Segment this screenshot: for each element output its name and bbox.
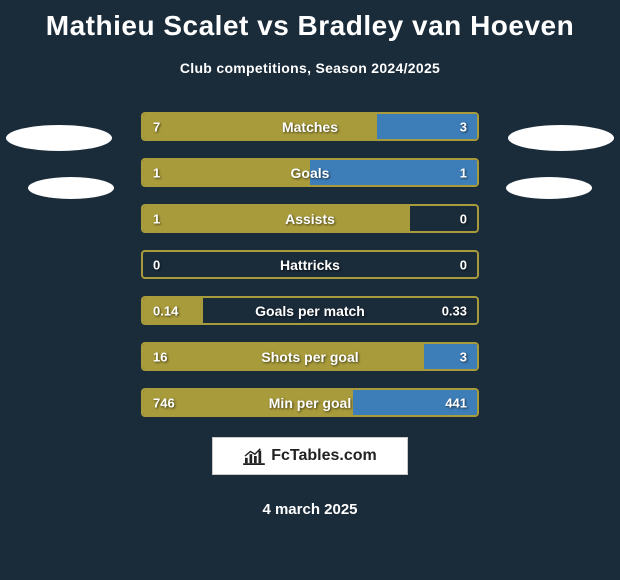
stat-value-right: 0	[460, 211, 467, 226]
stat-value-right: 441	[445, 395, 467, 410]
source-badge-text: FcTables.com	[271, 447, 377, 465]
stat-value-left: 1	[153, 165, 160, 180]
bar-left	[143, 160, 310, 185]
bar-left	[143, 114, 377, 139]
subtitle: Club competitions, Season 2024/2025	[0, 60, 620, 76]
stat-value-right: 0	[460, 257, 467, 272]
stat-row: Shots per goal 16 3	[0, 342, 620, 371]
stat-label: Matches	[282, 119, 338, 135]
bar-right	[424, 344, 477, 369]
stat-row: Matches 7 3	[0, 112, 620, 141]
bar-right	[310, 160, 477, 185]
stat-value-left: 0.14	[153, 303, 178, 318]
stat-row: Goals per match 0.14 0.33	[0, 296, 620, 325]
stat-value-right: 1	[460, 165, 467, 180]
bar-container: Goals 1 1	[141, 158, 479, 187]
stat-row: Hattricks 0 0	[0, 250, 620, 279]
stat-row: Min per goal 746 441	[0, 388, 620, 417]
bar-container: Hattricks 0 0	[141, 250, 479, 279]
bar-container: Goals per match 0.14 0.33	[141, 296, 479, 325]
stat-label: Assists	[285, 211, 335, 227]
bar-container: Assists 1 0	[141, 204, 479, 233]
stat-value-left: 746	[153, 395, 175, 410]
stat-label: Goals per match	[255, 303, 365, 319]
stat-value-left: 16	[153, 349, 167, 364]
page-title: Mathieu Scalet vs Bradley van Hoeven	[0, 0, 620, 42]
stat-row: Assists 1 0	[0, 204, 620, 233]
stat-value-right: 3	[460, 119, 467, 134]
bar-container: Min per goal 746 441	[141, 388, 479, 417]
bar-container: Shots per goal 16 3	[141, 342, 479, 371]
stat-label: Hattricks	[280, 257, 340, 273]
bar-container: Matches 7 3	[141, 112, 479, 141]
bar-left	[143, 206, 410, 231]
stat-label: Goals	[291, 165, 330, 181]
source-badge: FcTables.com	[212, 437, 408, 475]
stat-value-left: 1	[153, 211, 160, 226]
stat-value-left: 0	[153, 257, 160, 272]
stat-value-right: 3	[460, 349, 467, 364]
chart-icon	[243, 447, 265, 465]
stat-row: Goals 1 1	[0, 158, 620, 187]
stat-label: Min per goal	[269, 395, 351, 411]
stat-value-left: 7	[153, 119, 160, 134]
stat-label: Shots per goal	[261, 349, 358, 365]
comparison-chart: Matches 7 3 Goals 1 1 Assists 1 0 Hattricks 0 0 Goal…	[0, 112, 620, 417]
stat-value-right: 0.33	[442, 303, 467, 318]
date-label: 4 march 2025	[0, 501, 620, 518]
